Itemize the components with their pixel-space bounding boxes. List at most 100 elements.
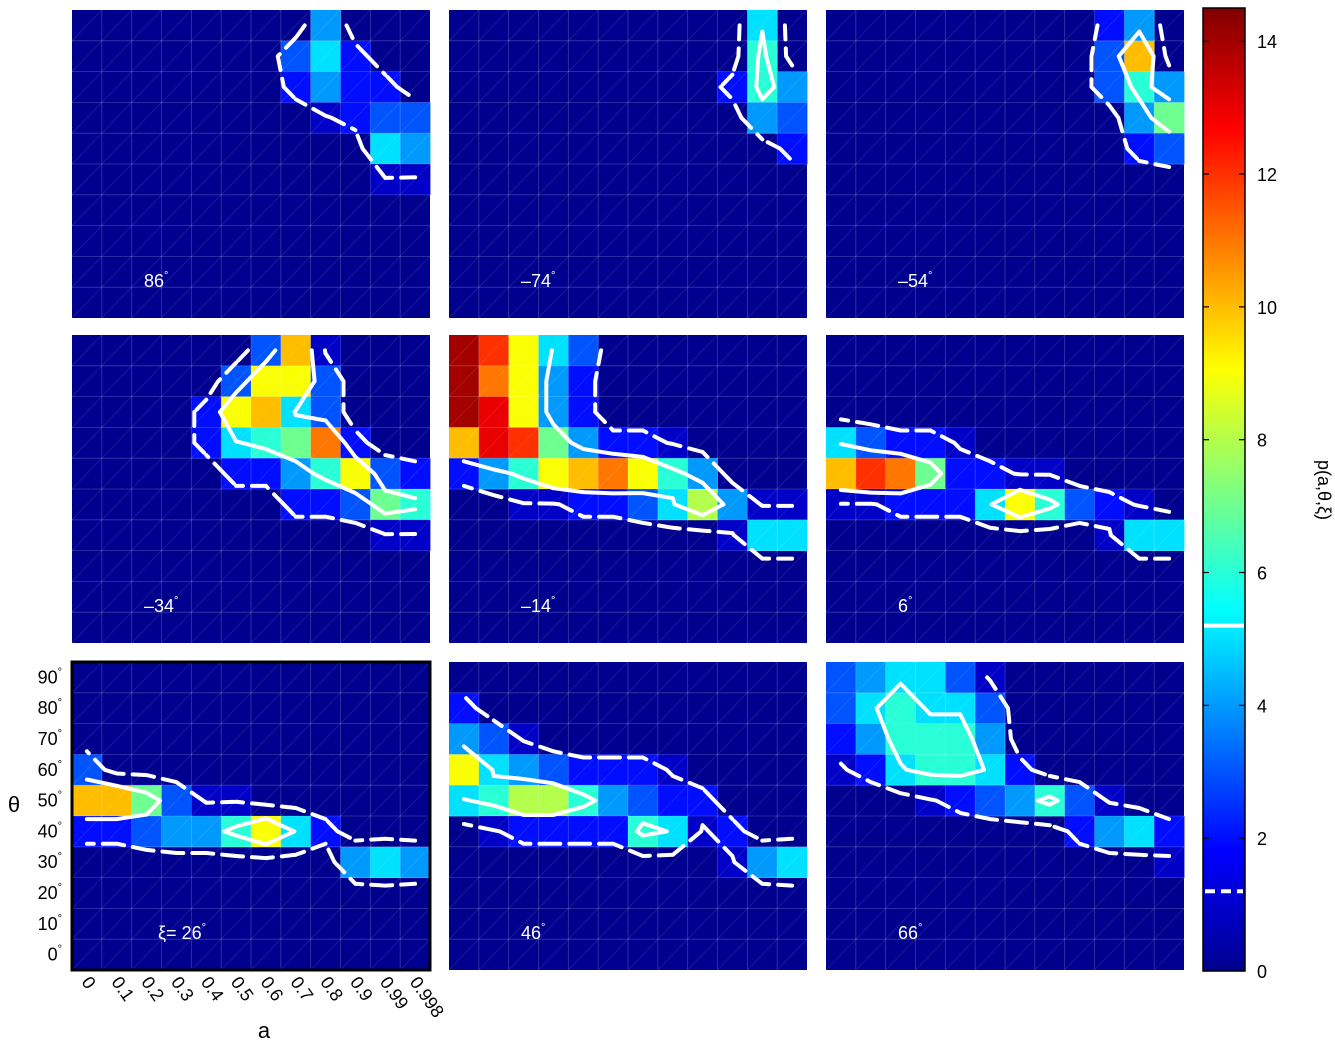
solid-contour bbox=[1116, 29, 1172, 134]
heatmap-cell bbox=[747, 519, 778, 551]
heatmap-cell bbox=[449, 754, 480, 786]
heatmap-cell bbox=[975, 785, 1006, 817]
heatmap-cell bbox=[855, 662, 887, 694]
y-tick-label: 50° bbox=[38, 790, 62, 811]
panel-5: –14° bbox=[448, 334, 808, 644]
heatmap-cell bbox=[568, 754, 599, 786]
heatmap-cell bbox=[747, 846, 778, 878]
solid-contour bbox=[461, 744, 669, 838]
diagonal-lines bbox=[448, 9, 808, 319]
dashed-contour bbox=[838, 675, 1172, 858]
heatmap-cell bbox=[598, 785, 629, 817]
heatmap-cell bbox=[975, 662, 1006, 694]
heatmap-cell bbox=[885, 458, 916, 490]
y-tick-label: 70° bbox=[38, 728, 62, 749]
heatmap-cell bbox=[508, 396, 539, 428]
x-tick-label: 0.998 bbox=[406, 973, 448, 1021]
heatmap-cell bbox=[915, 754, 946, 786]
heatmap-cell bbox=[251, 396, 282, 428]
y-tick-label: 10° bbox=[38, 913, 62, 934]
heatmap-cell bbox=[855, 723, 887, 755]
x-tick-label: 0.5 bbox=[227, 973, 258, 1005]
x-axis-label: a bbox=[258, 1018, 271, 1041]
y-axis-label: θ bbox=[8, 792, 20, 817]
heatmap-cell bbox=[400, 458, 431, 490]
heatmap-cell bbox=[975, 723, 1006, 755]
solid-contour bbox=[217, 348, 418, 516]
heatmap-cell bbox=[449, 723, 480, 755]
panel-label: –14° bbox=[521, 595, 555, 616]
y-tick-label: 60° bbox=[38, 759, 62, 780]
panel-grid: 86° –74° –54° –34° –14° 6° ξ= 26° 46° 66° bbox=[70, 9, 1185, 972]
heatmap-cell bbox=[1154, 519, 1185, 551]
x-tick-label: 0 bbox=[78, 973, 100, 993]
colorbar-tick-label: 10 bbox=[1257, 298, 1277, 318]
heatmap-cell bbox=[478, 365, 510, 397]
heatmap-cell bbox=[826, 723, 857, 755]
heatmap-cell bbox=[340, 71, 371, 103]
solid-contour bbox=[461, 348, 726, 518]
heatmap-cell bbox=[449, 365, 480, 397]
heatmap-cell bbox=[191, 816, 222, 848]
panel-label: 66° bbox=[898, 922, 922, 943]
heatmap-cell bbox=[628, 458, 659, 490]
heatmap-cell bbox=[1124, 10, 1155, 42]
heatmap-cell bbox=[1154, 816, 1185, 848]
heatmap-cell bbox=[1124, 519, 1155, 551]
heatmap-cell bbox=[72, 785, 103, 817]
heatmap-cell bbox=[1154, 133, 1185, 165]
heatmap-cell bbox=[478, 396, 510, 428]
panel-1: 86° bbox=[71, 9, 431, 319]
dashed-contour bbox=[1089, 23, 1172, 170]
heatmap-cell bbox=[478, 335, 510, 367]
heatmap-cell bbox=[1064, 785, 1095, 817]
heatmap-cell bbox=[478, 723, 510, 755]
heatmap-cell bbox=[370, 102, 401, 134]
heatmap-cell bbox=[915, 723, 946, 755]
colorbar: 0 2 4 6 8 10 12 14 p(a,θ,ξ) bbox=[1202, 7, 1334, 982]
heatmap-cell bbox=[628, 785, 659, 817]
heatmap-cell bbox=[915, 692, 946, 724]
heatmap-cell bbox=[508, 427, 539, 459]
x-tick-label: 0.2 bbox=[137, 973, 168, 1005]
grid-lines bbox=[72, 335, 430, 643]
heatmap-cell bbox=[101, 785, 133, 817]
heatmap-cell bbox=[598, 458, 629, 490]
heatmap-cell bbox=[1154, 102, 1185, 134]
heatmap-cell bbox=[508, 365, 539, 397]
heatmap-cell bbox=[777, 71, 808, 103]
y-tick-label: 40° bbox=[38, 820, 62, 841]
dashed-contour bbox=[461, 693, 795, 888]
heatmap-cell bbox=[400, 102, 431, 134]
heatmap-cell bbox=[657, 785, 689, 817]
heatmap-cell bbox=[400, 164, 431, 196]
heatmap-cell bbox=[370, 133, 401, 165]
heatmap-cell bbox=[1154, 846, 1185, 878]
colorbar-tick-label: 6 bbox=[1257, 564, 1267, 584]
heatmap-cell bbox=[598, 754, 629, 786]
dashed-contour bbox=[461, 348, 795, 561]
heatmap-cell bbox=[310, 10, 341, 42]
colorbar-tick-label: 12 bbox=[1257, 165, 1277, 185]
diagonal-lines bbox=[71, 334, 431, 644]
heatmap-cell bbox=[1064, 489, 1095, 521]
heatmap-cell bbox=[400, 133, 431, 165]
solid-contour bbox=[754, 29, 777, 102]
heatmap-cell bbox=[945, 754, 976, 786]
panel-4: –34° bbox=[71, 334, 431, 644]
heatmap-cell bbox=[449, 335, 480, 367]
panel-border bbox=[70, 660, 432, 972]
heatmap-cell bbox=[826, 458, 857, 490]
dashed-contour bbox=[84, 749, 418, 888]
dashed-contour bbox=[838, 417, 1172, 561]
grid-lines bbox=[826, 662, 1184, 970]
heatmap-cell bbox=[478, 427, 510, 459]
heatmap-cell bbox=[826, 662, 857, 694]
heatmap-cell bbox=[945, 458, 976, 490]
x-tick-label: 0.1 bbox=[107, 973, 138, 1005]
panel-9: 66° bbox=[825, 661, 1185, 971]
x-tick-label: 0.9 bbox=[346, 973, 377, 1005]
colorbar-tick-label: 0 bbox=[1257, 962, 1267, 982]
y-tick-label: 0° bbox=[48, 944, 62, 965]
